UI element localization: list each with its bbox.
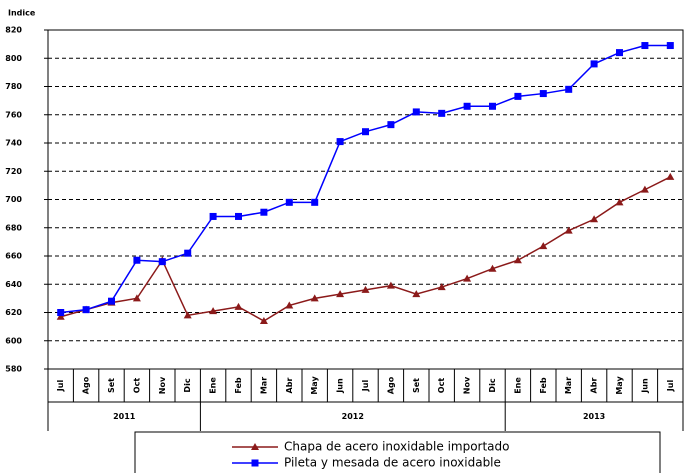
data-point — [513, 256, 522, 264]
data-point — [640, 185, 649, 193]
data-point — [666, 42, 674, 50]
data-point — [590, 215, 599, 223]
y-tick-label: 600 — [5, 336, 22, 345]
series-line — [60, 44, 671, 314]
data-point — [514, 92, 522, 100]
data-point — [82, 306, 90, 314]
x-tick-label: Ago — [82, 376, 91, 394]
data-point — [336, 290, 345, 298]
data-point — [285, 198, 293, 206]
legend-marker — [251, 459, 259, 467]
data-point — [285, 301, 294, 309]
data-point — [183, 311, 192, 319]
x-tick-label: Abr — [285, 378, 294, 394]
x-tick-label: Jul — [56, 380, 65, 393]
x-tick-label: Abr — [590, 378, 599, 394]
data-point — [362, 128, 369, 136]
x-tick-label: Jul — [361, 380, 370, 393]
data-point — [184, 249, 192, 257]
y-tick-label: 680 — [5, 223, 22, 232]
y-tick-label: 740 — [5, 139, 22, 148]
x-tick-label: Ene — [209, 377, 218, 394]
data-point — [108, 297, 115, 305]
data-point — [361, 285, 370, 293]
x-tick-label: Nov — [463, 376, 472, 394]
y-tick-label: 800 — [5, 54, 22, 63]
data-point — [235, 212, 242, 220]
data-point — [590, 60, 598, 68]
data-point — [259, 316, 268, 324]
y-tick-label: 780 — [5, 82, 22, 91]
data-point — [56, 312, 65, 320]
y-tick-label: 720 — [5, 167, 22, 176]
series-line — [60, 176, 671, 322]
group-label: 2012 — [342, 412, 364, 421]
data-point — [234, 302, 243, 310]
x-tick-label: Oct — [132, 378, 141, 394]
data-point — [209, 212, 217, 220]
data-point — [412, 108, 420, 116]
y-tick-label: 820 — [5, 26, 22, 35]
data-point — [132, 294, 141, 302]
y-tick-label: 620 — [5, 308, 22, 317]
x-tick-label: Jun — [336, 378, 345, 394]
y-axis-label: Indice — [8, 9, 36, 18]
data-point — [386, 281, 395, 289]
x-tick-label: Set — [412, 378, 421, 393]
legend-box — [134, 431, 661, 473]
x-tick-label: Ene — [513, 377, 522, 394]
data-point — [437, 283, 446, 291]
y-tick-label: 640 — [5, 280, 22, 289]
x-tick-label: Jul — [666, 380, 675, 393]
data-point — [209, 307, 218, 315]
data-point — [412, 290, 421, 298]
x-tick-label: Jun — [640, 378, 649, 394]
y-tick-label: 760 — [5, 110, 22, 119]
y-tick-label: 660 — [5, 252, 22, 261]
data-point — [489, 102, 496, 110]
x-tick-label: Ago — [386, 376, 395, 394]
group-label: 2011 — [113, 412, 136, 421]
data-point — [539, 242, 548, 250]
data-point — [57, 309, 65, 316]
x-tick-label: Dic — [183, 378, 192, 392]
plot-frame — [47, 29, 684, 370]
data-point — [564, 226, 573, 234]
data-point — [463, 102, 471, 110]
data-point — [488, 264, 497, 272]
data-point — [463, 274, 472, 282]
data-point — [616, 49, 623, 57]
data-point — [133, 256, 141, 264]
legend-label: Chapa de acero inoxidable importado — [284, 440, 510, 454]
x-tick-label: Dic — [488, 378, 497, 392]
x-tick-label: Feb — [234, 377, 243, 394]
data-point — [666, 172, 675, 180]
x-tick-label: Mar — [564, 377, 573, 394]
x-tick-label: May — [615, 376, 624, 395]
data-point — [311, 198, 319, 206]
data-point — [158, 258, 166, 266]
data-point — [565, 85, 573, 93]
data-point — [641, 42, 649, 50]
y-tick-label: 700 — [5, 195, 22, 204]
x-tick-label: Feb — [539, 377, 548, 394]
group-label: 2013 — [583, 412, 605, 421]
data-point — [438, 109, 446, 117]
data-point — [260, 208, 268, 216]
x-tick-label: Set — [107, 378, 116, 393]
data-point — [615, 198, 624, 206]
x-tick-label: Mar — [259, 377, 268, 394]
x-tick-label: Oct — [437, 378, 446, 394]
y-tick-label: 580 — [5, 365, 22, 374]
legend-label: Pileta y mesada de acero inoxidable — [284, 456, 501, 470]
data-point — [387, 121, 395, 129]
x-tick-label: May — [310, 376, 319, 395]
legend-marker — [251, 443, 259, 450]
x-tick-label: Nov — [158, 376, 167, 394]
data-point — [336, 138, 344, 146]
data-point — [539, 90, 547, 98]
data-point — [310, 294, 319, 302]
